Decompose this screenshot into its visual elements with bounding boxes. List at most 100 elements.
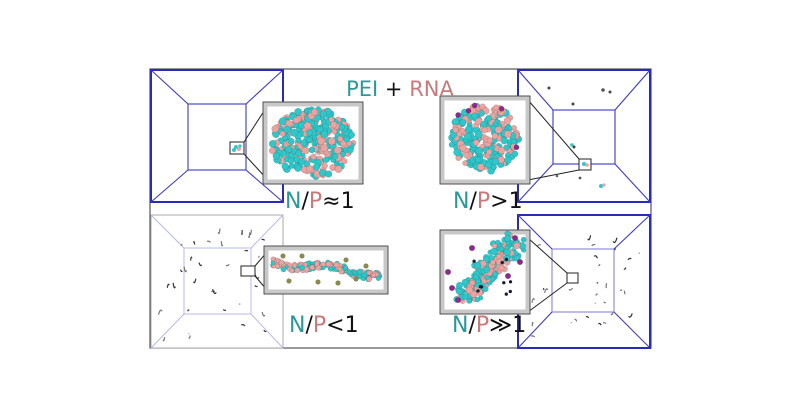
polymer-strand xyxy=(157,309,163,315)
pei-atom xyxy=(299,264,306,271)
rna-atom xyxy=(481,126,488,134)
polymer-strand xyxy=(212,289,217,295)
rna-atom xyxy=(503,117,511,125)
dark-atom xyxy=(500,260,505,265)
pei-atom xyxy=(298,158,306,165)
polymer-strand xyxy=(568,287,574,291)
pei-atom xyxy=(328,266,334,272)
pei-atom xyxy=(491,157,500,166)
pei-atom xyxy=(338,123,345,131)
dark-atom xyxy=(504,292,509,296)
rna-atom xyxy=(317,137,325,145)
polymer-strand xyxy=(542,287,545,291)
polymer-strand xyxy=(574,318,578,322)
rna-atom xyxy=(463,151,470,159)
polymer-strand xyxy=(206,240,212,243)
counter-ion xyxy=(455,112,461,118)
polymer-strand xyxy=(198,262,203,267)
pei-atom xyxy=(461,278,469,286)
counter-ion xyxy=(335,280,341,286)
pei-atom xyxy=(285,145,293,153)
pei-atom xyxy=(306,136,313,143)
pei-atom xyxy=(356,268,363,275)
rna-atom xyxy=(310,153,317,161)
rna-atom xyxy=(334,165,343,173)
sim-box-top-left xyxy=(150,69,284,203)
counter-ion xyxy=(299,253,305,259)
label-relation: ≫1 xyxy=(489,313,526,338)
counter-ion xyxy=(280,253,286,259)
polymer-strand xyxy=(188,335,191,339)
counter-ion xyxy=(471,102,478,109)
rna-atom xyxy=(366,270,372,276)
zoom-inset-bottom-right xyxy=(439,229,531,315)
polymer-strand xyxy=(536,244,542,247)
sim-box-bottom-left xyxy=(150,214,284,349)
pei-atom xyxy=(471,112,479,120)
pei-atom xyxy=(504,234,512,243)
pei-atom xyxy=(484,274,490,281)
counter-ion xyxy=(469,244,476,251)
rna-atom xyxy=(490,259,496,266)
label-n: N xyxy=(289,313,305,338)
rna-atom xyxy=(322,162,328,169)
rna-atom xyxy=(306,165,314,173)
rna-atom xyxy=(327,137,336,146)
dark-atom xyxy=(478,284,483,289)
pei-atom xyxy=(272,152,280,160)
counter-ion xyxy=(343,257,349,263)
pei-atom xyxy=(347,146,354,154)
zoom-inset-bottom-left xyxy=(263,245,389,295)
rna-atom xyxy=(452,126,459,133)
polymer-strand xyxy=(614,248,617,251)
pei-atom xyxy=(474,297,481,303)
pei-atom xyxy=(520,236,527,243)
rna-atom xyxy=(513,242,521,250)
polymer-strand xyxy=(597,322,602,326)
pei-atom xyxy=(320,130,329,138)
counter-ion xyxy=(498,105,505,112)
counter-ion xyxy=(353,276,359,282)
polymer-strand xyxy=(190,256,193,261)
dark-atom xyxy=(472,259,476,264)
polymer-strand xyxy=(258,255,260,258)
polymer-strand xyxy=(602,322,607,324)
counter-ion xyxy=(315,279,321,285)
pei-atom xyxy=(484,161,492,169)
polymer-strand xyxy=(587,235,592,241)
molecule-cluster-np-much-gt-1 xyxy=(445,230,527,304)
rna-atom xyxy=(287,262,293,268)
polymer-strand xyxy=(180,243,183,246)
figure-title: PEI + RNA xyxy=(346,77,454,101)
polymer-strand xyxy=(183,266,188,273)
counter-ion xyxy=(449,285,456,292)
counter-ion xyxy=(445,269,452,276)
polymer-strand xyxy=(597,263,601,267)
label-n: N xyxy=(453,189,469,214)
rna-atom xyxy=(279,130,286,137)
label-slash: / xyxy=(468,313,476,338)
rna-atom xyxy=(493,104,500,111)
polymer-strand xyxy=(172,282,176,289)
pei-atom xyxy=(474,262,482,270)
polymer-strand xyxy=(593,255,599,259)
rna-atom xyxy=(292,117,300,124)
pei-atom xyxy=(474,130,483,139)
counter-ion xyxy=(505,273,512,280)
polymer-strand xyxy=(222,309,227,311)
polymer-strand xyxy=(623,267,627,270)
rna-atom xyxy=(303,121,312,130)
polymer-strand xyxy=(623,290,626,295)
np-label-top-left: N/P≈1 xyxy=(285,189,355,214)
rna-atom xyxy=(337,135,344,143)
polymer-strand xyxy=(192,241,196,245)
rna-atom xyxy=(337,266,343,272)
rna-atom xyxy=(366,276,373,282)
pei-atom xyxy=(348,131,355,139)
polymer-strand xyxy=(628,313,633,318)
dispersed-strands xyxy=(157,228,270,342)
rna-atom xyxy=(473,139,480,147)
rna-atom xyxy=(486,137,494,144)
polymer-strand xyxy=(186,309,190,312)
